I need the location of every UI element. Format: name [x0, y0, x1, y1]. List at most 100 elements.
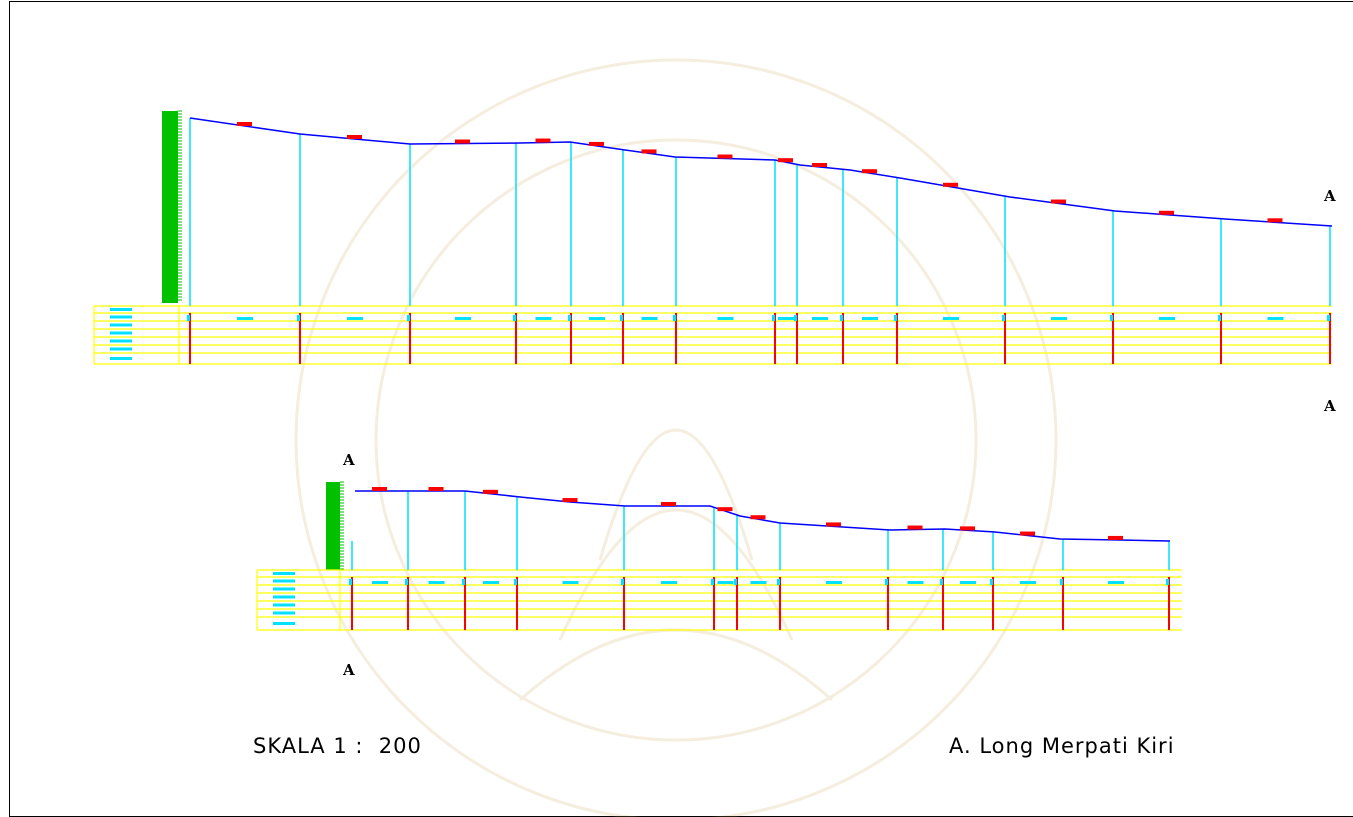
distance-value — [812, 317, 828, 320]
station-value — [990, 579, 993, 585]
elevation-marker — [1159, 210, 1174, 215]
table-row-label — [110, 339, 132, 343]
distance-value — [661, 581, 677, 584]
section-marker-a: A — [342, 451, 355, 469]
elevation-marker — [717, 507, 733, 512]
lower-profile — [256, 481, 1182, 631]
elevation-marker — [1020, 531, 1035, 536]
distance-value — [826, 581, 842, 584]
table-row-label — [273, 622, 295, 625]
station-value — [1110, 315, 1113, 321]
elevation-marker — [1267, 218, 1283, 223]
distance-value — [483, 581, 499, 584]
section-marker-a: A — [342, 661, 355, 679]
distance-value — [372, 581, 388, 584]
table-row-label — [273, 579, 295, 583]
elevation-marker — [483, 489, 498, 494]
elevation-marker — [907, 525, 923, 530]
upper-profile — [93, 110, 1333, 365]
elevation-marker — [1051, 199, 1066, 204]
elevation-marker — [943, 182, 958, 187]
ruler-bar — [162, 111, 178, 303]
station-value — [462, 579, 465, 585]
table-row-label — [273, 595, 295, 599]
distance-value — [1108, 581, 1124, 584]
station-value — [513, 315, 516, 321]
station-value — [894, 315, 897, 321]
station-value — [940, 579, 943, 585]
drawing-title: A. Long Merpati Kiri — [949, 734, 1175, 758]
station-value — [772, 315, 775, 321]
profile-data-table — [256, 569, 1182, 631]
elevation-marker — [960, 526, 975, 531]
distance-value — [943, 317, 959, 320]
station-value — [620, 315, 623, 321]
distance-value — [907, 581, 924, 584]
elevation-marker — [778, 158, 793, 163]
station-lines — [349, 491, 1170, 630]
distance-value — [1159, 317, 1175, 320]
table-row-label — [110, 357, 132, 360]
distance-value — [960, 581, 976, 584]
table-row-label — [273, 587, 295, 591]
table-row-label — [110, 331, 132, 335]
section-marker-a: A — [1323, 187, 1336, 205]
distance-value — [562, 581, 579, 584]
table-row-label — [273, 603, 295, 607]
distance-value — [1267, 317, 1284, 320]
section-marker-a: A — [1323, 397, 1336, 415]
station-value — [794, 315, 797, 321]
station-value — [187, 315, 190, 321]
station-value — [1166, 579, 1169, 585]
distance-value — [589, 317, 605, 320]
distance-value — [347, 317, 363, 320]
station-value — [349, 579, 352, 585]
distance-value — [717, 317, 734, 320]
station-value — [297, 315, 300, 321]
table-row-label — [110, 323, 132, 327]
elevation-marker — [562, 498, 578, 503]
station-value — [840, 315, 843, 321]
elevation-marker — [589, 141, 604, 146]
station-value — [621, 579, 624, 585]
elevation-marker — [372, 487, 387, 491]
station-value — [1218, 315, 1221, 321]
distance-value — [535, 317, 552, 320]
distance-value — [641, 317, 658, 320]
elevation-marker — [750, 515, 766, 520]
station-value — [1002, 315, 1005, 321]
station-value — [673, 315, 676, 321]
station-value — [734, 579, 737, 585]
station-value — [514, 579, 517, 585]
elevation-marker — [812, 163, 827, 167]
distance-value — [428, 581, 445, 584]
elevation-marker — [237, 122, 252, 126]
table-row-label — [110, 347, 132, 351]
elevation-markers — [237, 122, 1283, 223]
distance-value — [455, 317, 471, 320]
elevation-marker — [455, 139, 470, 144]
ground-profile-line — [189, 117, 1333, 227]
elevation-marker — [1108, 535, 1123, 540]
scale-label: SKALA 1 : 200 — [253, 734, 422, 758]
elevation-markers — [372, 487, 1123, 540]
elevation-marker — [661, 502, 676, 506]
table-row-label — [273, 572, 295, 575]
elevation-marker — [826, 522, 841, 527]
distance-value — [778, 317, 794, 320]
distance-value — [717, 581, 734, 584]
distance-value — [1020, 581, 1036, 584]
elevation-marker — [428, 487, 444, 491]
elevation-marker — [347, 135, 362, 139]
elevation-marker — [862, 169, 877, 174]
table-row-label — [110, 308, 132, 311]
table-row-label — [273, 611, 295, 615]
table-row-label — [110, 315, 132, 319]
station-value — [407, 315, 410, 321]
station-value — [1060, 579, 1063, 585]
station-value — [711, 579, 714, 585]
elevation-marker — [641, 149, 657, 154]
station-value — [568, 315, 571, 321]
